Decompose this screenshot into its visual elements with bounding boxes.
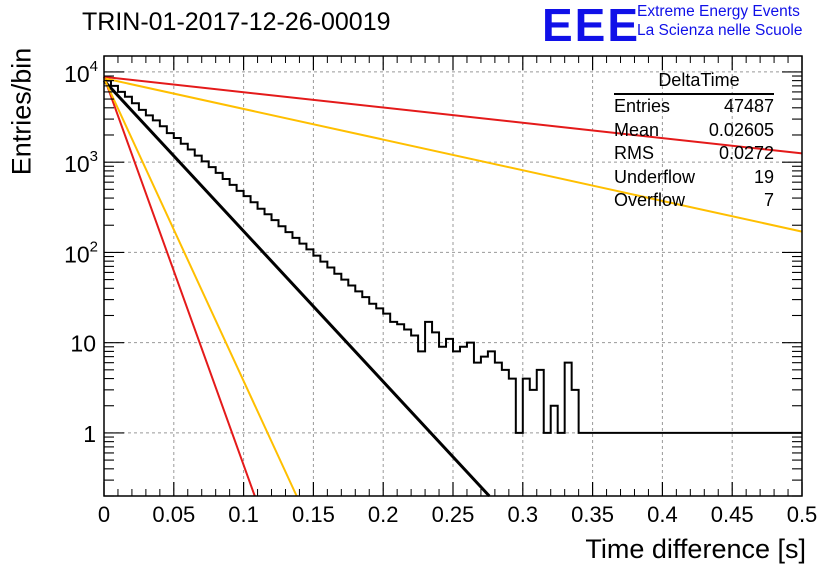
stats-label: Mean: [614, 119, 660, 140]
stats-title: DeltaTime: [658, 70, 740, 90]
stats-label: Underflow: [614, 166, 696, 187]
histogram-outline: [104, 79, 802, 434]
stats-label: Entries: [614, 96, 671, 116]
stats-row: Entries 47487: [614, 95, 774, 119]
logo-caption: Extreme Energy Events La Scienza nelle S…: [637, 2, 802, 40]
page-title: TRIN-01-2017-12-26-00019: [82, 8, 391, 36]
x-tick-labels: 0 0.05 0.1 0.15 0.2 0.25 0.3 0.35 0.4 0.45 0.5: [98, 502, 817, 527]
y-tick-labels: 1 10 102 103 104: [64, 58, 98, 447]
x-tick-label: 0.15: [292, 502, 335, 527]
x-tick-label: 0.25: [432, 502, 475, 527]
stats-value: 0.02605: [708, 119, 774, 140]
histogram-bars: [104, 79, 802, 434]
x-tick-label: 0.2: [368, 502, 399, 527]
series-line: [103, 75, 803, 155]
stats-divider: [614, 93, 774, 95]
eee-logo: EEE: [542, 0, 641, 51]
stats-row: Underflow 19: [614, 166, 774, 190]
series-line: [103, 76, 256, 497]
x-tick-label: 0.4: [647, 502, 678, 527]
y-tick-label: 104: [64, 58, 98, 87]
stats-value: 47487: [723, 96, 774, 116]
x-tick-label: 0: [98, 502, 110, 527]
y-tick-label: 102: [64, 238, 98, 267]
logo-line-2: La Scienza nelle Scuole: [637, 22, 803, 39]
stats-value: 0.0272: [718, 143, 774, 163]
axes: [103, 55, 803, 497]
y-tick-label: 103: [64, 148, 98, 177]
series-line: [103, 77, 803, 233]
fit-lines: [102, 75, 803, 498]
y-axis-label: Entries/bin: [6, 47, 37, 176]
series-line: [103, 77, 298, 497]
stats-row: Overflow 7: [614, 189, 774, 213]
logo-line-1: Extreme Energy Events: [637, 3, 800, 20]
stats-box: DeltaTime Entries 47487 Mean 0.02605 RMS 0.…: [614, 70, 774, 213]
x-tick-label: 0.3: [508, 502, 539, 527]
y-tick-label: 1: [83, 421, 96, 447]
stats-label: RMS: [614, 143, 654, 163]
x-tick-label: 0.05: [152, 502, 195, 527]
grid-lines: [104, 56, 802, 496]
x-tick-label: 0.35: [571, 502, 614, 527]
series-line: [102, 79, 491, 498]
x-tick-label: 0.45: [711, 502, 754, 527]
x-tick-label: 0.5: [787, 502, 818, 527]
stats-label: Overflow: [614, 190, 686, 210]
stats-row: RMS 0.0272: [614, 142, 774, 166]
stats-row: Mean 0.02605: [614, 119, 774, 143]
stats-value: 7: [763, 190, 774, 210]
y-tick-label: 10: [70, 331, 96, 357]
stats-value: 19: [753, 166, 774, 187]
x-axis-label: Time difference [s]: [585, 534, 806, 564]
x-tick-label: 0.1: [228, 502, 259, 527]
